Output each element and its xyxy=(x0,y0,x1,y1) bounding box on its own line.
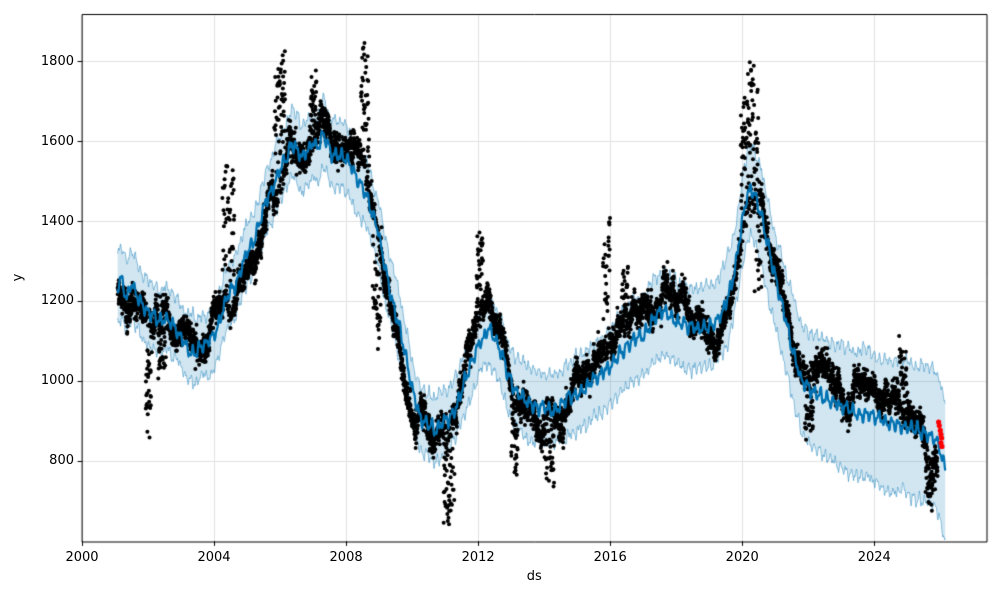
y-tick-label: 1800 xyxy=(40,53,74,69)
x-tick-label: 2000 xyxy=(65,549,99,565)
y-tick-label: 1000 xyxy=(40,373,74,389)
y-tick-label: 1400 xyxy=(40,213,74,229)
x-tick-label: 2004 xyxy=(197,549,231,565)
x-tick-label: 2008 xyxy=(329,549,363,565)
y-tick-label: 1600 xyxy=(40,133,74,149)
x-tick-label: 2020 xyxy=(725,549,759,565)
x-tick-label: 2024 xyxy=(857,549,891,565)
y-tick-label: 1200 xyxy=(40,293,74,309)
y-tick-label: 800 xyxy=(49,453,74,469)
x-tick-label: 2016 xyxy=(593,549,627,565)
x-axis-label: ds xyxy=(526,569,542,584)
x-tick-label: 2012 xyxy=(461,549,495,565)
y-axis-label: y xyxy=(10,273,26,282)
